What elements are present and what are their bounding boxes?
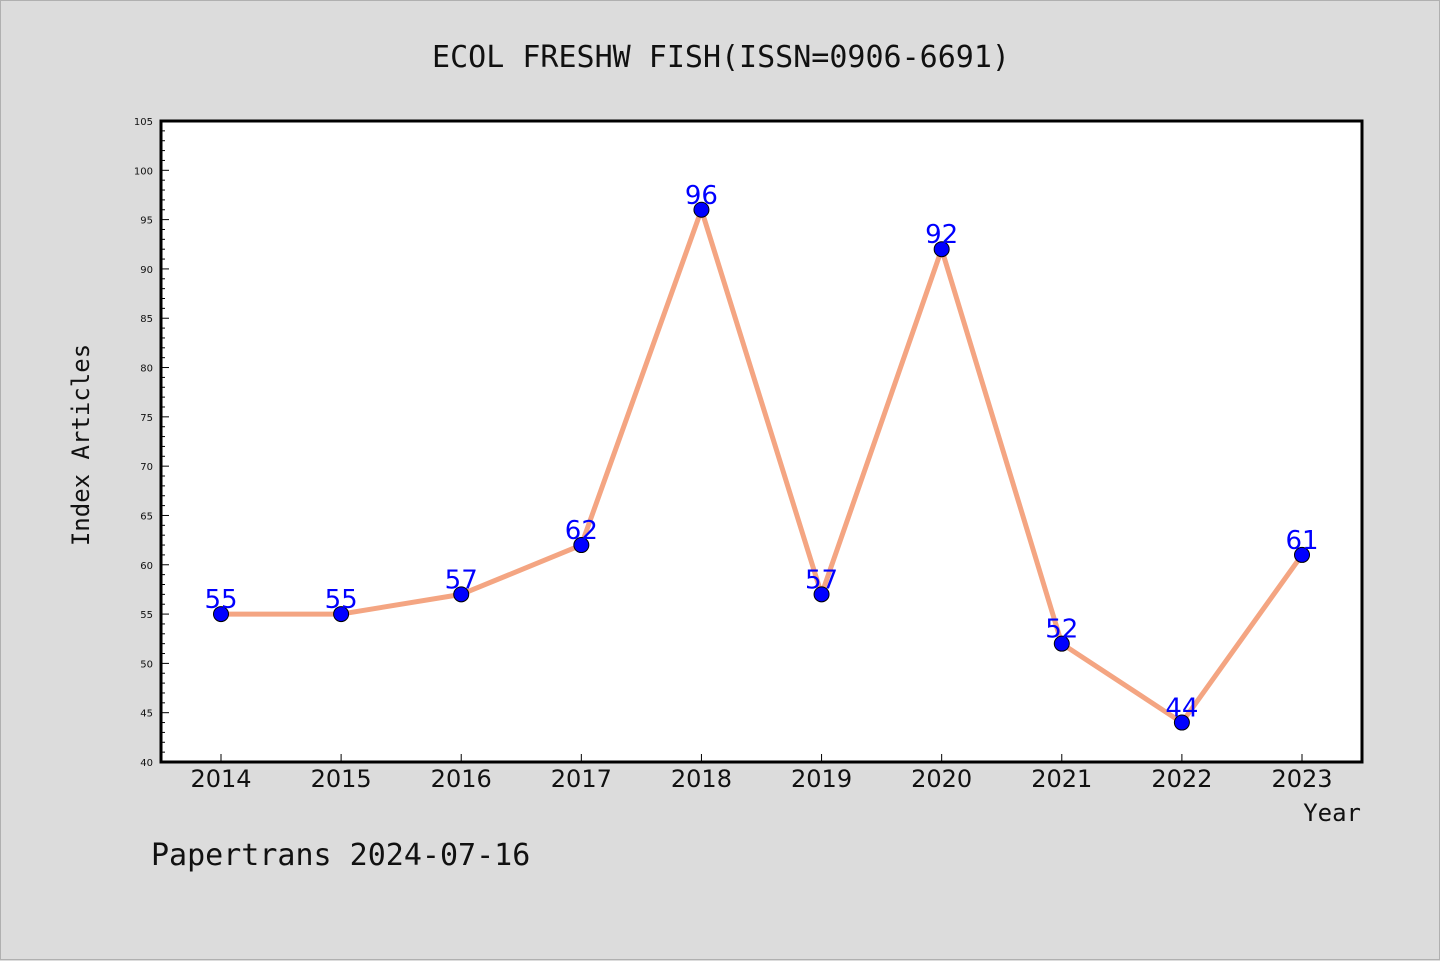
data-point [933,241,950,258]
y-tick-label: 80 [140,364,153,375]
y-tick-label: 65 [140,511,153,522]
data-point [1294,546,1310,563]
y-tick-label: 95 [140,216,153,227]
data-label: 62 [565,516,598,546]
y-tick-label: 55 [140,610,153,621]
data-point [213,606,229,623]
series-line [218,207,1305,726]
x-tick-label: 2016 [431,765,492,793]
plot-area [161,121,1362,762]
plot-border [159,119,1364,764]
x-tick-label: 2022 [1151,765,1212,793]
chart-title: ECOL FRESHW FISH(ISSN=0906-6691) [432,40,1010,75]
data-labels: 55 55 57 62 96 57 92 52 44 61 [204,181,1318,724]
x-axis: 2014 2015 2016 2017 2018 2019 2020 2021 2022 2023 [190,754,1333,793]
data-label: 92 [925,220,958,250]
x-tick-label: 2019 [791,765,852,793]
y-tick-label: 75 [140,413,153,424]
y-tick-label: 40 [140,758,153,769]
data-point [693,201,710,218]
y-tick-label: 100 [134,166,153,177]
y-tick-label: 45 [140,709,153,720]
y-axis-label: Index Articles [67,344,95,546]
x-tick-label: 2014 [190,765,251,793]
y-tick-label: 60 [140,561,153,572]
data-label: 44 [1165,694,1198,724]
data-label: 61 [1285,526,1318,556]
data-label: 55 [204,585,237,615]
x-tick-label: 2018 [671,765,732,793]
data-point [333,606,350,623]
data-label: 52 [1045,615,1078,645]
data-label: 55 [325,585,358,615]
x-tick-label: 2017 [551,765,612,793]
data-point [453,586,470,603]
x-tick-label: 2021 [1031,765,1092,793]
footer-text: Papertrans 2024-07-16 [151,838,530,873]
data-label: 96 [685,181,718,211]
x-axis-label: Year [1303,799,1361,827]
y-tick-label: 90 [140,265,153,276]
data-point [573,537,590,554]
y-tick-label: 85 [140,314,153,325]
x-tick-label: 2015 [311,765,372,793]
data-label: 57 [445,565,478,595]
data-point [813,586,830,603]
x-tick-label: 2023 [1271,765,1332,793]
y-tick-label: 50 [140,659,153,670]
data-point [1053,635,1070,652]
series-layer [213,201,1310,731]
y-tick-label: 70 [140,462,153,473]
x-tick-label: 2020 [911,765,972,793]
data-point [1173,714,1190,731]
y-tick-label: 105 [134,117,153,128]
data-label: 57 [805,565,838,595]
